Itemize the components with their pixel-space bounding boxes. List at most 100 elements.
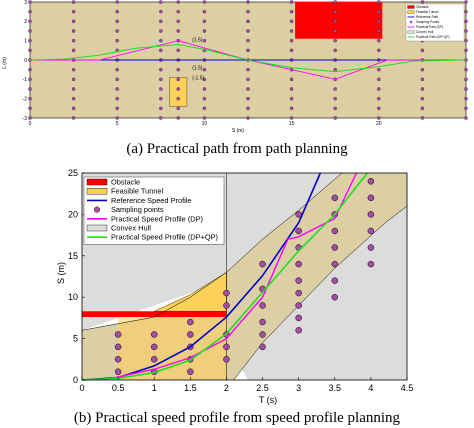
path-sampling-point [71, 106, 76, 111]
speed-legend-swatch [86, 188, 108, 195]
speed-legend-swatch [86, 224, 108, 232]
path-sampling-point [115, 106, 119, 111]
path-sampling-point [377, 106, 381, 111]
path-sampling-point [115, 96, 119, 101]
path-annotation: (-1.5) [192, 75, 204, 81]
path-annotation: (1.5) [192, 66, 203, 72]
path-legend-swatch [407, 5, 415, 9]
path-sampling-point [71, 38, 76, 43]
path-sampling-point [115, 67, 119, 72]
speed-legend-box [83, 176, 225, 245]
speed-sampling-point [367, 244, 375, 251]
path-sampling-point [333, 19, 337, 24]
path-ytick-label: -3 [23, 116, 28, 122]
path-sampling-point [420, 0, 425, 4]
path-ytick-label: 0 [24, 58, 27, 64]
path-obstacle [295, 2, 383, 39]
speed-sampling-point [367, 178, 375, 185]
path-sampling-point [71, 87, 76, 91]
path-tunnel-patch [169, 77, 188, 107]
path-planning-chart: (1.5)(1.5)(-1.5)0 5 10 15 203210-1-2-3Obstac… [2, 0, 468, 134]
path-sampling-point [28, 96, 32, 101]
path-sampling-point [420, 96, 425, 101]
speed-sampling-point [259, 331, 266, 338]
path-sampling-point [289, 9, 294, 14]
path-sampling-point [289, 48, 294, 53]
path-sampling-point [159, 87, 163, 91]
path-sampling-point [176, 87, 180, 91]
path-chart-ylabel: L (m) [2, 57, 8, 69]
speed-obstacle [82, 311, 227, 318]
path-sampling-point [159, 9, 163, 14]
path-sampling-point [71, 9, 76, 14]
speed-xtick-label: 3 [296, 383, 301, 393]
path-sampling-point [159, 48, 163, 53]
path-sampling-point [464, 77, 468, 82]
path-sampling-point [115, 38, 119, 43]
path-sampling-point [71, 67, 76, 72]
path-sampling-point [202, 29, 207, 33]
speed-sampling-point [259, 302, 266, 309]
path-sampling-point [289, 77, 294, 82]
path-sampling-point [176, 67, 180, 72]
path-sampling-point [28, 67, 32, 72]
path-sampling-point [115, 87, 119, 91]
path-sampling-point [464, 38, 468, 43]
path-sampling-point [159, 0, 163, 4]
speed-sampling-point [259, 318, 266, 326]
path-legend-box [405, 3, 465, 42]
path-sampling-point [377, 96, 381, 101]
path-legend-label: Practical Path (DP) [416, 25, 443, 29]
path-sampling-point [333, 48, 337, 53]
speed-sampling-point [367, 260, 375, 268]
speed-sampling-point [331, 244, 339, 251]
path-sampling-point [464, 19, 468, 24]
path-legend-label: Reference Path [416, 15, 438, 19]
path-sampling-point [71, 96, 76, 101]
speed-xtick-label: 3.5 [329, 383, 342, 393]
path-sampling-point [377, 0, 381, 4]
path-sampling-point [464, 67, 468, 72]
speed-legend-swatch [86, 178, 108, 186]
speed-sampling-point [114, 368, 122, 375]
speed-band-lower-edge [233, 205, 408, 381]
path-sampling-point [377, 116, 381, 120]
path-sampling-point [333, 116, 337, 120]
path-sampling-point [246, 77, 250, 82]
path-sampling-point [28, 29, 32, 33]
path-sampling-point [202, 19, 207, 24]
path-sampling-point [159, 38, 163, 43]
path-sampling-point [71, 19, 76, 24]
path-sampling-point [333, 0, 337, 4]
path-sampling-point [246, 116, 250, 120]
path-sampling-point [420, 116, 425, 120]
path-sampling-point [464, 29, 468, 33]
speed-sampling-point [114, 331, 122, 338]
path-sampling-point [115, 29, 119, 33]
speed-xtick-label: 2.5 [256, 383, 269, 393]
path-sampling-point [377, 38, 381, 43]
path-sampling-point [202, 38, 207, 43]
path-sampling-point [176, 106, 180, 111]
speed-sampling-point [150, 356, 158, 363]
path-sampling-point [202, 0, 207, 4]
path-sampling-point [289, 116, 294, 120]
path-sampling-point [464, 48, 468, 53]
path-legend-label: Convex Hull [416, 30, 433, 34]
path-xtick-label: 10 [202, 121, 208, 127]
speed-sampling-point [150, 331, 158, 338]
path-sampling-point [115, 9, 119, 14]
path-sampling-point [176, 19, 180, 24]
path-ytick-label: 2 [24, 19, 27, 25]
path-sampling-point [159, 106, 163, 111]
speed-sampling-point [223, 289, 230, 297]
path-ytick-label: 3 [24, 0, 27, 6]
path-sampling-point [176, 9, 180, 14]
speed-sampling-point [114, 356, 122, 363]
path-sampling-point [202, 67, 207, 72]
speed-sampling-point [223, 302, 230, 309]
speed-sampling-point [187, 331, 194, 338]
path-sampling-point [28, 19, 32, 24]
speed-ytick-label: 25 [68, 168, 78, 178]
path-sampling-point [333, 106, 337, 111]
